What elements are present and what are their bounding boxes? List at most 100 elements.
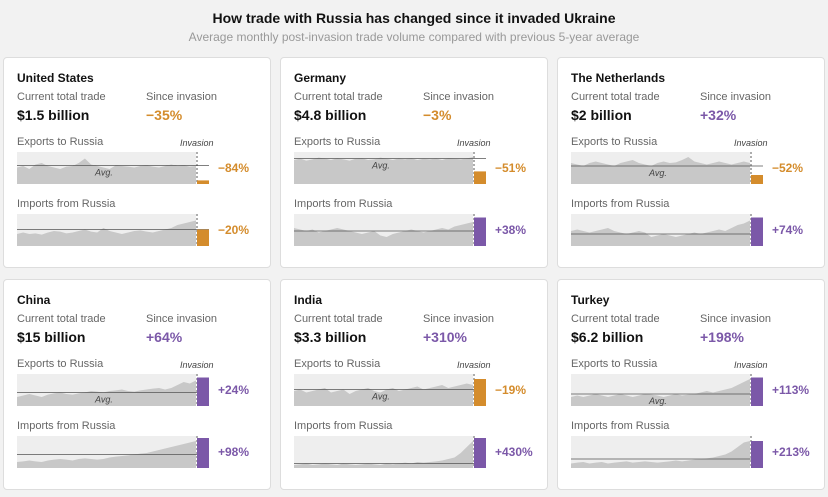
ex-sparkline: Avg. xyxy=(294,152,486,184)
avg-label: Avg. xyxy=(94,167,113,177)
im-sparkline xyxy=(571,214,763,246)
chart-subtitle: Average monthly post-invasion trade volu… xyxy=(188,30,640,44)
since-invasion-value: −35% xyxy=(146,107,183,123)
current-total-label: Current total trade xyxy=(294,313,383,325)
ex-sparkline: Avg. xyxy=(571,152,763,184)
exports-label: Exports to Russia xyxy=(17,136,104,148)
history-area xyxy=(17,220,196,246)
country-card: Turkey Current total trade $6.2 billion Sin… xyxy=(557,279,825,490)
exports-label: Exports to Russia xyxy=(294,136,381,148)
post-invasion-bar xyxy=(751,217,763,246)
exports-change: +113% xyxy=(772,383,810,397)
im-sparkline xyxy=(294,214,486,246)
history-area xyxy=(17,158,196,184)
current-total-value: $4.8 billion xyxy=(294,107,367,123)
since-invasion-value: −3% xyxy=(423,107,452,123)
exports-change: −19% xyxy=(495,383,527,397)
post-invasion-bar xyxy=(474,438,486,468)
imports-change: +98% xyxy=(218,445,250,459)
history-area xyxy=(571,441,750,468)
exports-change: +24% xyxy=(218,383,250,397)
avg-label: Avg. xyxy=(94,395,113,405)
current-total-label: Current total trade xyxy=(17,91,106,103)
imports-change: +74% xyxy=(772,223,804,237)
current-total-value: $15 billion xyxy=(17,329,86,345)
since-invasion-label: Since invasion xyxy=(700,313,771,325)
country-card: Germany Current total trade $4.8 billion Si… xyxy=(280,57,548,268)
invasion-label: Invasion xyxy=(457,138,491,148)
im-sparkline xyxy=(294,436,486,468)
country-name: The Netherlands xyxy=(571,71,666,85)
country-name: India xyxy=(294,293,323,307)
country-card: United States Current total trade $1.5 bil… xyxy=(3,57,271,268)
ex-sparkline: Avg. xyxy=(294,374,486,406)
exports-label: Exports to Russia xyxy=(571,136,658,148)
current-total-value: $3.3 billion xyxy=(294,329,367,345)
current-total-label: Current total trade xyxy=(294,91,383,103)
history-area xyxy=(294,157,473,184)
country-name: Germany xyxy=(294,71,347,85)
since-invasion-value: +198% xyxy=(700,329,744,345)
current-total-value: $2 billion xyxy=(571,107,632,123)
history-area xyxy=(17,441,196,468)
post-invasion-bar xyxy=(197,180,209,184)
invasion-label: Invasion xyxy=(180,360,214,370)
country-name: United States xyxy=(17,71,94,85)
post-invasion-bar xyxy=(751,377,763,406)
invasion-label: Invasion xyxy=(734,138,768,148)
imports-label: Imports from Russia xyxy=(571,420,670,432)
imports-change: +430% xyxy=(495,445,533,459)
history-area xyxy=(294,222,473,246)
exports-change: −52% xyxy=(772,161,804,175)
country-name: Turkey xyxy=(571,293,610,307)
history-area xyxy=(571,157,750,184)
current-total-label: Current total trade xyxy=(571,313,660,325)
exports-change: −51% xyxy=(495,161,527,175)
imports-label: Imports from Russia xyxy=(17,198,116,210)
history-area xyxy=(17,380,196,406)
imports-change: +213% xyxy=(772,445,810,459)
since-invasion-label: Since invasion xyxy=(423,91,494,103)
post-invasion-bar xyxy=(197,438,209,468)
current-total-value: $1.5 billion xyxy=(17,107,90,123)
country-name: China xyxy=(17,293,51,307)
since-invasion-value: +64% xyxy=(146,329,183,345)
history-area xyxy=(571,379,750,406)
invasion-label: Invasion xyxy=(734,360,768,370)
country-card: China Current total trade $15 billion Since… xyxy=(3,279,271,490)
ex-sparkline: Avg. xyxy=(17,152,209,184)
since-invasion-label: Since invasion xyxy=(146,91,217,103)
country-card: India Current total trade $3.3 billion Sinc… xyxy=(280,279,548,490)
post-invasion-bar xyxy=(474,171,486,184)
avg-label: Avg. xyxy=(371,161,390,171)
imports-label: Imports from Russia xyxy=(294,420,393,432)
ex-sparkline: Avg. xyxy=(571,374,763,406)
imports-label: Imports from Russia xyxy=(17,420,116,432)
post-invasion-bar xyxy=(474,217,486,246)
current-total-label: Current total trade xyxy=(571,91,660,103)
imports-change: +38% xyxy=(495,223,527,237)
country-card: The Netherlands Current total trade $2 bil… xyxy=(557,57,825,268)
post-invasion-bar xyxy=(751,441,763,468)
imports-label: Imports from Russia xyxy=(294,198,393,210)
post-invasion-bar xyxy=(197,377,209,406)
invasion-label: Invasion xyxy=(457,360,491,370)
im-sparkline xyxy=(571,436,763,468)
im-sparkline xyxy=(17,214,209,246)
history-area xyxy=(571,220,750,246)
im-sparkline xyxy=(17,436,209,468)
ex-sparkline: Avg. xyxy=(17,374,209,406)
since-invasion-label: Since invasion xyxy=(146,313,217,325)
exports-change: −84% xyxy=(218,161,250,175)
since-invasion-label: Since invasion xyxy=(700,91,771,103)
avg-label: Avg. xyxy=(371,392,390,402)
post-invasion-bar xyxy=(197,229,209,246)
current-total-value: $6.2 billion xyxy=(571,329,644,345)
imports-label: Imports from Russia xyxy=(571,198,670,210)
exports-label: Exports to Russia xyxy=(571,358,658,370)
exports-label: Exports to Russia xyxy=(17,358,104,370)
history-area xyxy=(294,441,473,468)
chart-title: How trade with Russia has changed since … xyxy=(212,10,616,26)
post-invasion-bar xyxy=(474,379,486,406)
avg-label: Avg. xyxy=(648,396,667,406)
